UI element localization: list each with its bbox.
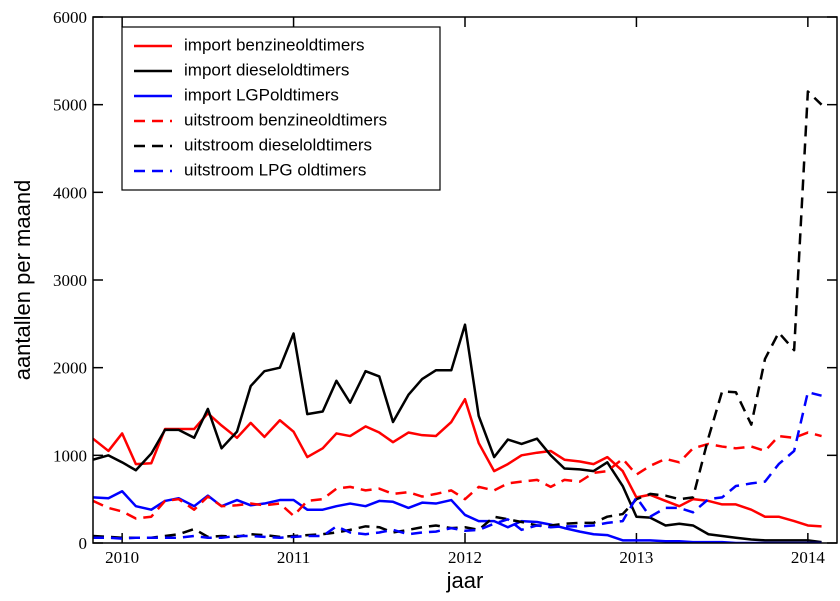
series-line bbox=[93, 90, 823, 539]
legend-box bbox=[121, 26, 441, 191]
y-tick-label: 6000 bbox=[53, 8, 87, 27]
y-tick-label: 1000 bbox=[53, 446, 87, 465]
x-tick-label: 2011 bbox=[277, 548, 310, 567]
y-tick-label: 4000 bbox=[53, 183, 87, 202]
series-line bbox=[93, 397, 822, 528]
legend-label: uitstroom benzineoldtimers bbox=[184, 110, 387, 129]
y-tick-label: 0 bbox=[79, 534, 88, 553]
y-tick-label: 2000 bbox=[53, 359, 87, 378]
legend-label: uitstroom dieseloldtimers bbox=[184, 135, 372, 154]
x-tick-label: 2014 bbox=[791, 548, 826, 567]
series-line bbox=[93, 431, 822, 520]
legend-label: import LGPoldtimers bbox=[184, 85, 339, 104]
series-line bbox=[93, 323, 822, 543]
series-line bbox=[93, 490, 822, 543]
x-axis-label: jaar bbox=[446, 568, 484, 593]
x-tick-label: 2012 bbox=[448, 548, 482, 567]
x-tick-label: 2010 bbox=[105, 548, 139, 567]
y-tick-label: 3000 bbox=[53, 271, 87, 290]
y-tick-label: 5000 bbox=[53, 96, 87, 115]
legend-label: uitstroom LPG oldtimers bbox=[184, 160, 366, 179]
legend-label: import benzineoldtimers bbox=[184, 35, 364, 54]
x-tick-label: 2013 bbox=[619, 548, 653, 567]
legend-label: import dieseloldtimers bbox=[184, 60, 349, 79]
series-line bbox=[93, 390, 822, 540]
plot-frame bbox=[92, 16, 838, 544]
y-axis-label: aantallen per maand bbox=[10, 180, 35, 381]
